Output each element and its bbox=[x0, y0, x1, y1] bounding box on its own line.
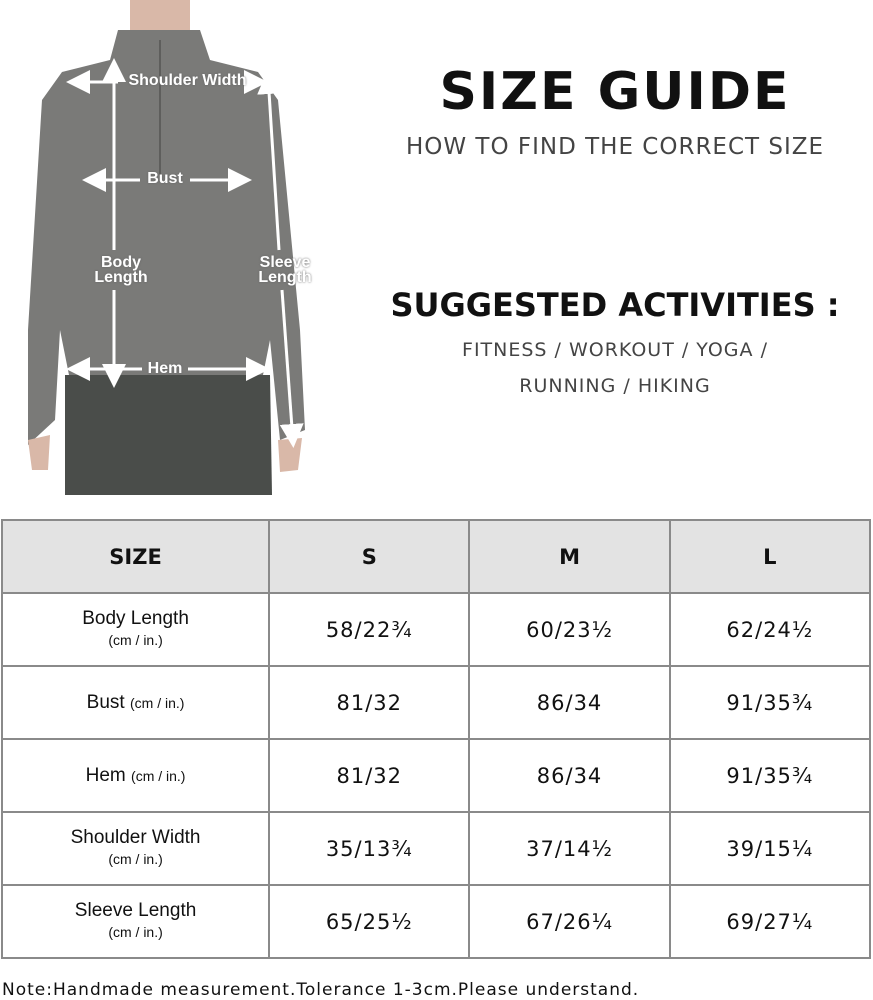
product-measurement-figure: Shoulder Width Bust Body Length Sleeve L… bbox=[0, 0, 320, 500]
cell: 62/24½ bbox=[668, 592, 872, 667]
row-label: Body Length (cm / in.) bbox=[0, 592, 271, 667]
header-size: SIZE bbox=[0, 519, 271, 594]
table-row: Sleeve Length (cm / in.) 65/25½ 67/26¼ 69… bbox=[0, 884, 872, 959]
measurement-note: Note:Handmade measurement.Tolerance 1-3c… bbox=[2, 980, 640, 1000]
cell: 67/26¼ bbox=[468, 884, 671, 959]
header-s: S bbox=[268, 519, 471, 594]
page-subtitle: HOW TO FIND THE CORRECT SIZE bbox=[405, 134, 825, 160]
bust-label: Bust bbox=[147, 170, 183, 187]
cell: 91/35¾ bbox=[668, 738, 872, 813]
shirt bbox=[28, 30, 305, 445]
body-length-label: Body Length bbox=[94, 254, 148, 286]
cell: 81/32 bbox=[268, 665, 471, 740]
page-title: SIZE GUIDE bbox=[439, 62, 791, 122]
activities-line-1: FITNESS / WORKOUT / YOGA / bbox=[462, 339, 768, 361]
row-label: Shoulder Width (cm / in.) bbox=[0, 811, 271, 886]
cell: 86/34 bbox=[468, 738, 671, 813]
model-face bbox=[130, 0, 190, 30]
cell: 91/35¾ bbox=[668, 665, 872, 740]
shirt-illustration bbox=[28, 0, 305, 495]
header-l: L bbox=[668, 519, 872, 594]
cell: 37/14½ bbox=[468, 811, 671, 886]
activities-line-2: RUNNING / HIKING bbox=[519, 375, 711, 397]
table-row: Hem (cm / in.) 81/32 86/34 91/35¾ bbox=[0, 738, 872, 813]
cell: 86/34 bbox=[468, 665, 671, 740]
table-header-row: SIZE S M L bbox=[0, 519, 872, 594]
size-chart-table: SIZE S M L Body Length (cm / in.) 58/22¾ … bbox=[0, 519, 872, 959]
cell: 39/15¼ bbox=[668, 811, 872, 886]
activities-title: SUGGESTED ACTIVITIES : bbox=[390, 286, 840, 324]
header-m: M bbox=[468, 519, 671, 594]
cell: 65/25½ bbox=[268, 884, 471, 959]
cell: 60/23½ bbox=[468, 592, 671, 667]
cell: 81/32 bbox=[268, 738, 471, 813]
cell: 58/22¾ bbox=[268, 592, 471, 667]
row-label: Hem (cm / in.) bbox=[0, 738, 271, 813]
row-label: Bust (cm / in.) bbox=[0, 665, 271, 740]
hem-label: Hem bbox=[147, 360, 183, 377]
row-label: Sleeve Length (cm / in.) bbox=[0, 884, 271, 959]
shoulder-width-label: Shoulder Width bbox=[128, 72, 247, 89]
sleeve-length-label: Sleeve Length bbox=[258, 254, 312, 286]
table-row: Bust (cm / in.) 81/32 86/34 91/35¾ bbox=[0, 665, 872, 740]
cell: 35/13¾ bbox=[268, 811, 471, 886]
table-row: Shoulder Width (cm / in.) 35/13¾ 37/14½ 3… bbox=[0, 811, 872, 886]
table-row: Body Length (cm / in.) 58/22¾ 60/23½ 62/2… bbox=[0, 592, 872, 667]
cell: 69/27¼ bbox=[668, 884, 872, 959]
leggings bbox=[65, 375, 272, 495]
